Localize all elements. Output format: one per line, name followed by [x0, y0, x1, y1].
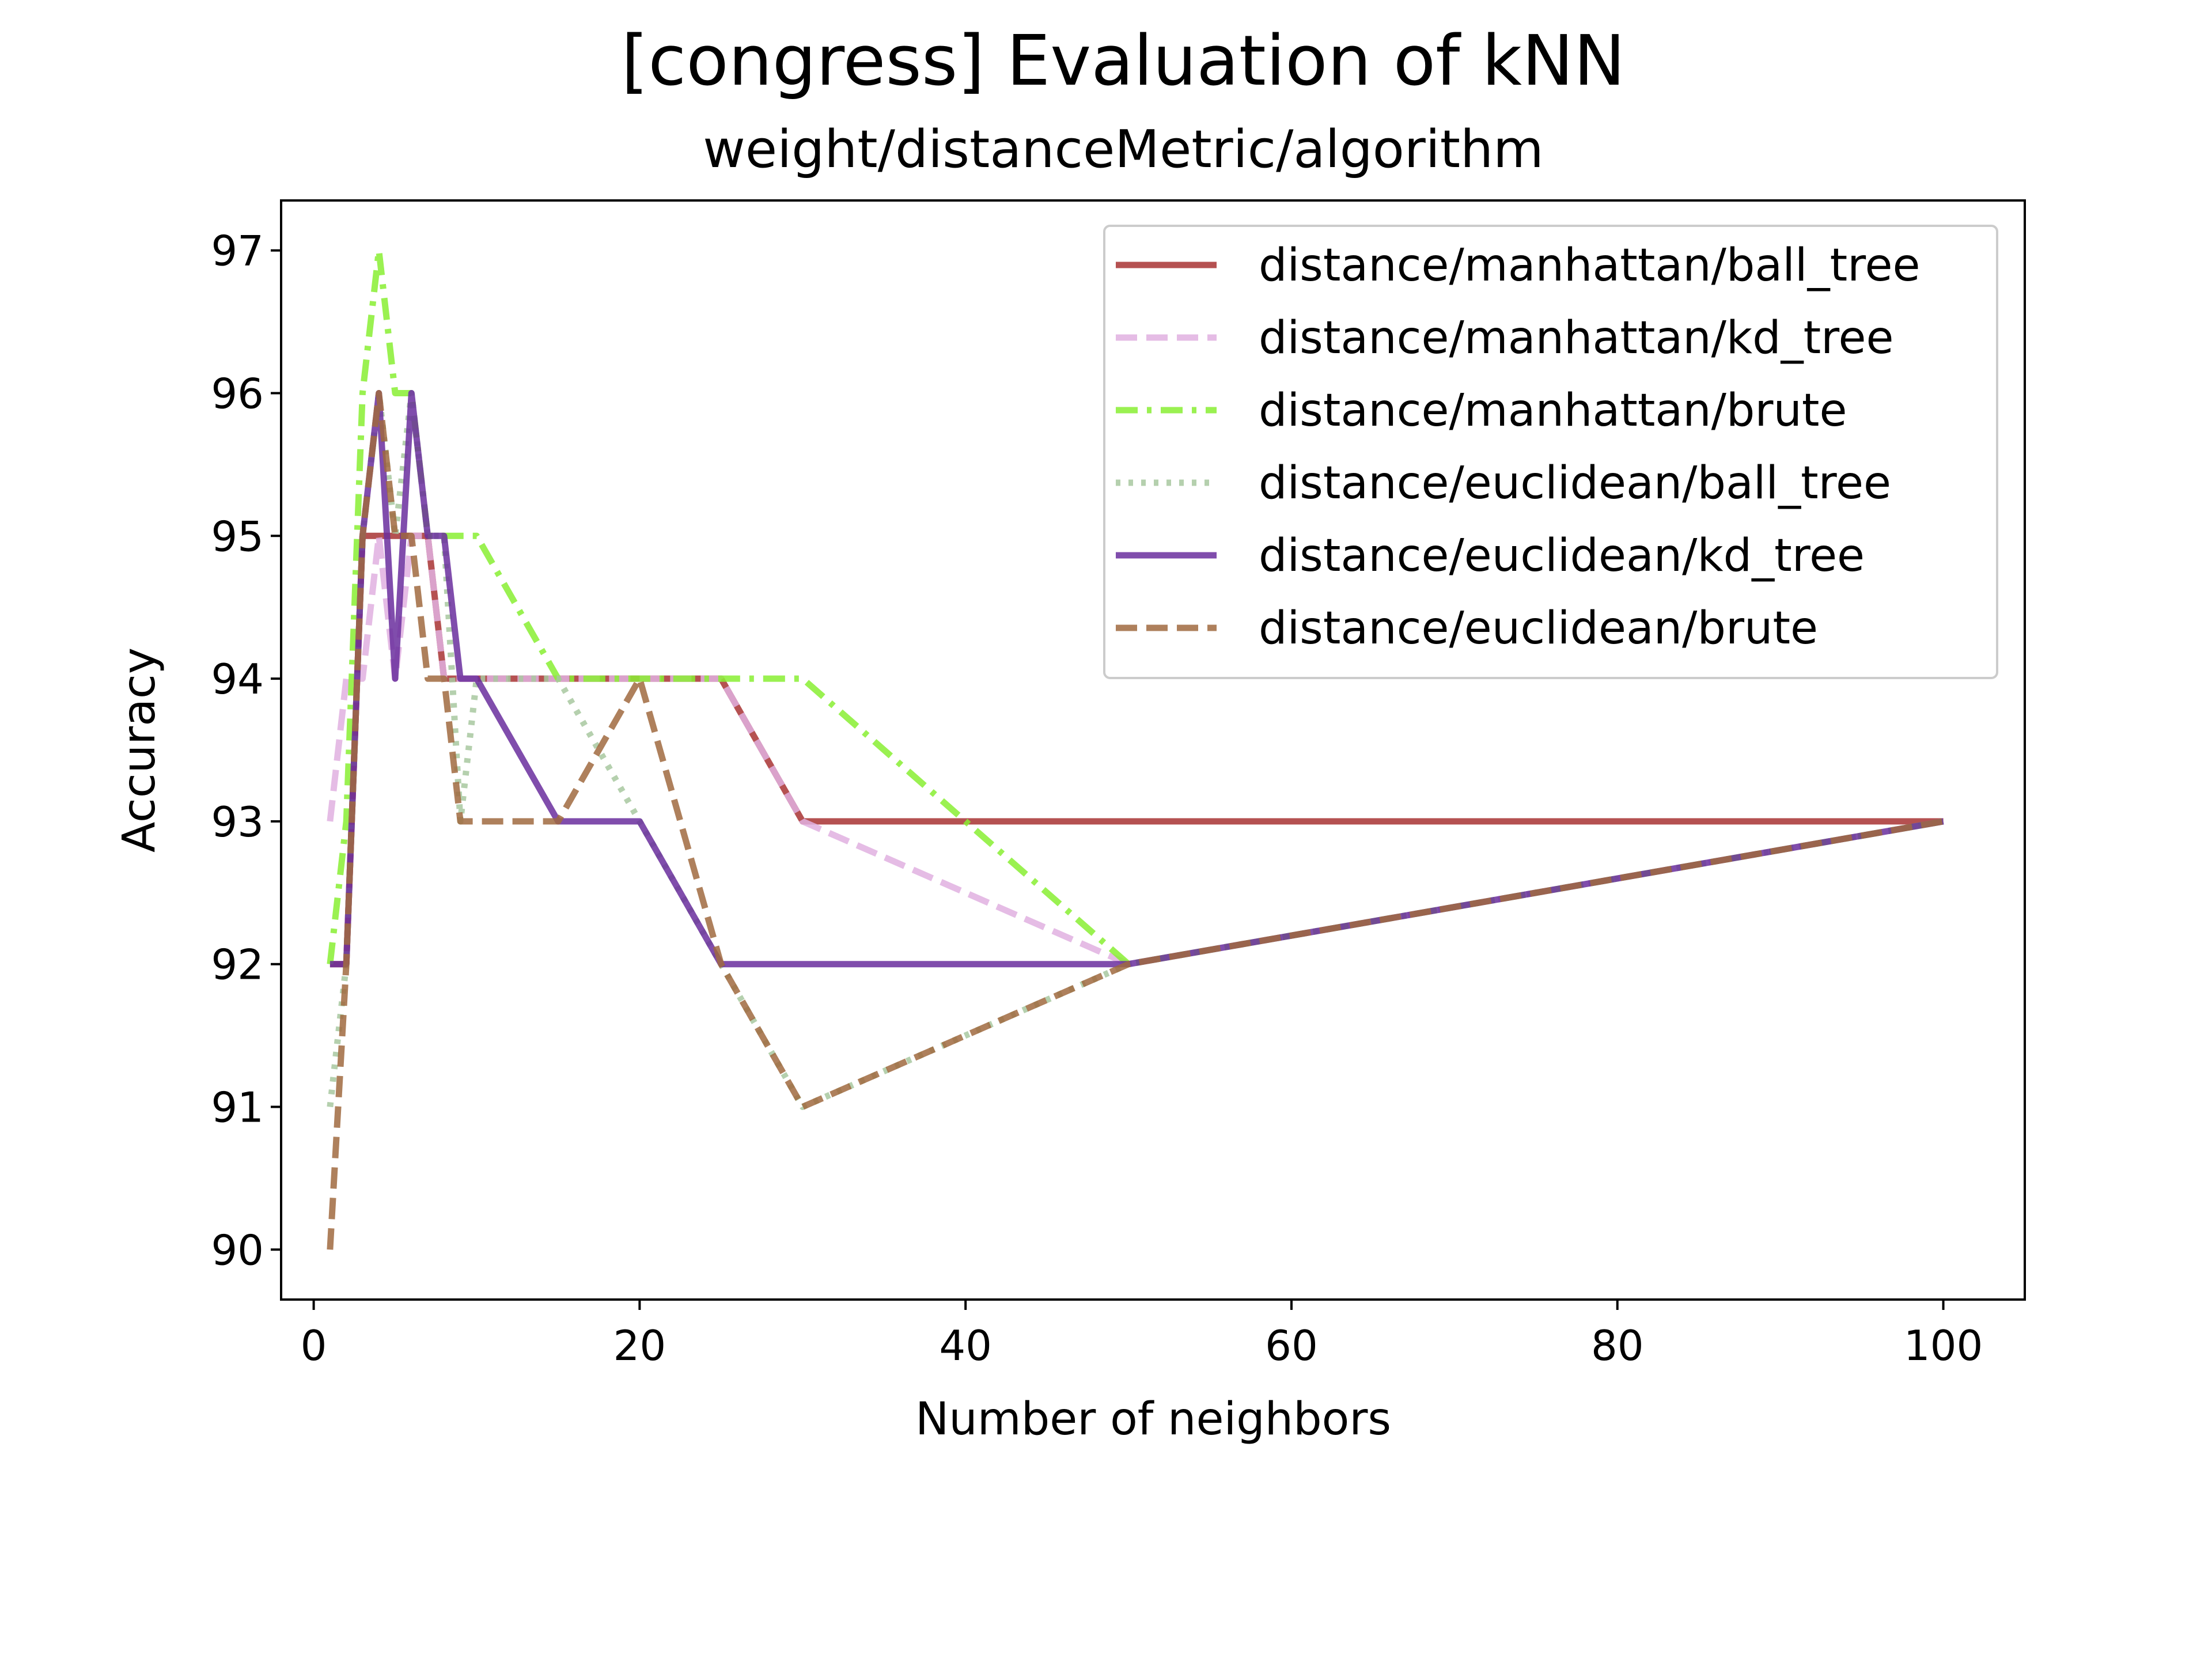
y-tick-label: 92 [211, 941, 264, 989]
series-line-6 [327, 390, 1944, 1250]
x-tick-label: 80 [1591, 1321, 1644, 1370]
y-tick-label: 96 [211, 370, 264, 418]
series-line-5 [329, 390, 1944, 968]
axes-frame [280, 199, 2026, 1301]
legend-items: distance/manhattan/ball_tree distance/man… [1116, 240, 1920, 654]
y-tick-label: 94 [211, 655, 264, 703]
x-tick-label: 20 [613, 1321, 666, 1370]
y-tick-label: 95 [211, 512, 264, 560]
y-axis-ticks: 90 91 92 93 94 95 96 97 [211, 227, 281, 1274]
legend: distance/manhattan/ball_tree distance/man… [1103, 225, 1998, 679]
plot-area [280, 199, 2026, 1301]
x-tick-label: 0 [301, 1321, 327, 1370]
series-line-4 [327, 390, 1944, 1110]
x-axis-label: Number of neighbors [915, 1393, 1391, 1445]
series-line-3 [327, 247, 1944, 968]
legend-label-5: distance/euclidean/kd_tree [1259, 530, 1865, 582]
legend-label-1: distance/manhattan/ball_tree [1259, 240, 1920, 291]
legend-label-6: distance/euclidean/brute [1259, 603, 1818, 654]
y-tick-label: 93 [211, 798, 264, 846]
x-axis-ticks: 0 20 40 60 80 100 [301, 1300, 1983, 1370]
y-tick-label: 90 [211, 1226, 264, 1274]
legend-label-2: distance/manhattan/kd_tree [1259, 312, 1894, 364]
y-axis-label: Accuracy [113, 647, 165, 853]
y-tick-label: 97 [211, 227, 264, 275]
legend-frame [1103, 225, 1998, 679]
chart-title: [congress] Evaluation of kNN [621, 21, 1625, 101]
legend-label-3: distance/manhattan/brute [1259, 385, 1847, 437]
x-tick-label: 40 [939, 1321, 992, 1370]
legend-label-4: distance/euclidean/ball_tree [1259, 457, 1891, 509]
y-tick-label: 91 [211, 1083, 264, 1131]
x-tick-label: 60 [1265, 1321, 1318, 1370]
x-tick-label: 100 [1904, 1321, 1983, 1370]
chart-subtitle: weight/distanceMetric/algorithm [703, 119, 1544, 180]
series-layer [327, 247, 1944, 1250]
series-line-2 [327, 532, 1944, 968]
